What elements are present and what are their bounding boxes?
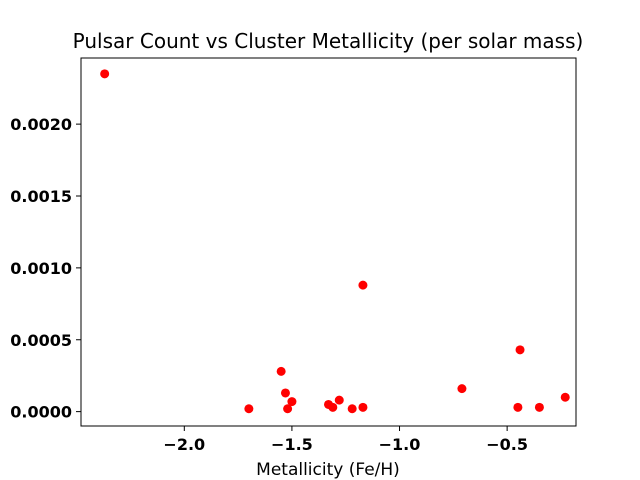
data-point: [334, 395, 344, 405]
y-tick-label: 0.0020: [10, 115, 72, 134]
data-point: [513, 402, 523, 412]
data-point: [358, 402, 368, 412]
y-tick-label: 0.0005: [10, 331, 72, 350]
y-tick-label: 0.0010: [10, 259, 72, 278]
axes-frame: [80, 57, 577, 427]
x-axis-label: Metallicity (Fe/H): [256, 460, 400, 480]
x-tick-label: −2.0: [163, 435, 205, 454]
data-point: [515, 345, 525, 355]
data-point: [287, 397, 297, 407]
data-point: [560, 392, 570, 402]
data-point: [244, 404, 254, 414]
data-point: [358, 280, 368, 290]
data-point: [100, 69, 110, 79]
y-axis: 0.0000 0.0005 0.0010 0.0015 0.0020: [10, 115, 81, 422]
data-point: [280, 388, 290, 398]
y-tick-label: 0.0000: [10, 403, 72, 422]
plot-area: [100, 69, 570, 414]
data-point: [347, 404, 357, 414]
data-point: [534, 402, 544, 412]
chart-title: Pulsar Count vs Cluster Metallicity (per…: [73, 29, 584, 53]
x-axis: −2.0 −1.5 −1.0 −0.5: [163, 426, 528, 454]
data-point: [457, 384, 467, 394]
x-tick-label: −1.5: [271, 435, 313, 454]
x-tick-label: −1.0: [379, 435, 421, 454]
y-tick-label: 0.0015: [10, 187, 72, 206]
data-point: [283, 404, 293, 414]
data-point: [276, 366, 286, 376]
data-point: [328, 402, 338, 412]
x-tick-label: −0.5: [486, 435, 528, 454]
